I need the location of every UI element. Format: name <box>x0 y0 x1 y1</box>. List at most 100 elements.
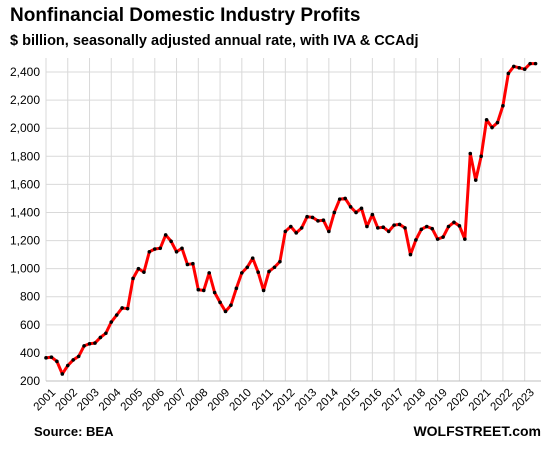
x-tick-label: 2020 <box>445 387 472 414</box>
data-point <box>256 270 260 274</box>
data-point <box>501 103 505 108</box>
data-point <box>419 227 424 232</box>
data-point <box>267 269 271 274</box>
x-tick-label: 2013 <box>293 387 320 414</box>
data-point <box>93 341 97 345</box>
data-point <box>414 238 418 242</box>
x-tick-label: 2004 <box>97 386 124 413</box>
data-point <box>463 237 467 241</box>
data-point <box>294 231 299 235</box>
data-point <box>495 120 500 125</box>
data-point <box>392 223 396 227</box>
data-point <box>229 303 233 307</box>
data-point <box>305 214 309 219</box>
data-point <box>120 306 124 310</box>
data-point <box>430 226 435 231</box>
data-point <box>512 64 516 69</box>
data-point <box>403 226 407 230</box>
data-point <box>365 224 369 229</box>
data-point <box>490 125 494 130</box>
data-point <box>272 265 277 270</box>
chart-subtitle: $ billion, seasonally adjusted annual ra… <box>10 33 419 49</box>
data-point <box>152 247 157 251</box>
data-point <box>250 256 255 260</box>
y-tick-label: 2,400 <box>10 65 40 79</box>
data-point <box>147 250 152 254</box>
data-point-markers <box>44 61 538 376</box>
x-tick-label: 2016 <box>358 387 385 414</box>
data-point <box>240 271 244 275</box>
data-point <box>104 331 108 336</box>
x-tick-label: 2011 <box>250 387 276 413</box>
y-tick-label: 400 <box>20 346 40 360</box>
x-tick-label: 2017 <box>380 387 407 414</box>
x-tick-label: 2007 <box>162 387 189 414</box>
y-tick-label: 200 <box>20 374 40 388</box>
data-point <box>87 341 92 346</box>
data-point <box>65 363 70 368</box>
data-point <box>452 220 456 225</box>
data-point <box>424 224 429 229</box>
data-point <box>196 287 201 292</box>
data-point <box>114 313 119 317</box>
data-point <box>109 320 114 324</box>
x-axis-tick-labels: 2001200220032004200520062007200820092010… <box>32 386 537 413</box>
data-point <box>528 61 532 66</box>
data-point <box>44 356 48 360</box>
data-point <box>142 270 146 274</box>
data-point <box>82 344 86 348</box>
x-tick-label: 2008 <box>184 387 211 414</box>
data-point <box>283 229 288 234</box>
data-point <box>49 355 54 359</box>
chart-title: Nonfinancial Domestic Industry Profits <box>10 5 361 26</box>
data-point <box>316 219 320 223</box>
data-point <box>348 205 353 209</box>
y-tick-label: 1,800 <box>10 149 40 163</box>
data-point <box>435 237 440 241</box>
x-tick-label: 2022 <box>489 387 516 414</box>
data-point <box>191 261 195 266</box>
data-point <box>522 67 527 72</box>
data-point <box>468 151 473 156</box>
x-tick-label: 2009 <box>206 387 233 414</box>
data-point <box>386 229 391 234</box>
data-point <box>76 354 81 359</box>
data-point <box>125 306 130 311</box>
data-point <box>223 309 228 314</box>
data-point <box>55 359 59 364</box>
data-point <box>288 224 293 229</box>
data-point <box>261 288 266 293</box>
data-point <box>446 224 451 229</box>
x-tick-label: 2015 <box>336 387 363 414</box>
data-point <box>207 271 211 275</box>
x-tick-label: 2002 <box>53 387 80 414</box>
data-point <box>212 290 217 295</box>
x-tick-label: 2006 <box>140 387 167 414</box>
data-point <box>370 212 375 217</box>
x-tick-label: 2012 <box>271 387 298 414</box>
y-tick-label: 1,000 <box>10 262 40 276</box>
data-point <box>381 225 386 230</box>
data-point <box>517 66 522 70</box>
source-label: Source: BEA <box>34 424 114 439</box>
data-point <box>299 226 304 230</box>
y-tick-label: 1,400 <box>10 205 40 219</box>
x-tick-label: 2001 <box>32 387 59 414</box>
x-tick-label: 2005 <box>119 387 146 414</box>
y-axis-tick-labels: 200 400 600 800 1,000 1,200 1,400 1,600 1,800 2,0… <box>10 65 40 388</box>
data-point <box>441 235 445 239</box>
data-point <box>201 288 206 293</box>
data-point <box>180 246 184 251</box>
data-point <box>376 226 380 230</box>
y-tick-label: 1,600 <box>10 177 40 191</box>
data-point <box>484 117 489 122</box>
data-point <box>71 358 75 362</box>
data-point <box>343 196 347 201</box>
data-point <box>359 206 364 211</box>
gridlines <box>45 58 541 382</box>
data-point <box>354 210 358 215</box>
data-point <box>60 372 65 376</box>
data-point <box>479 154 483 159</box>
y-tick-label: 800 <box>20 290 40 304</box>
